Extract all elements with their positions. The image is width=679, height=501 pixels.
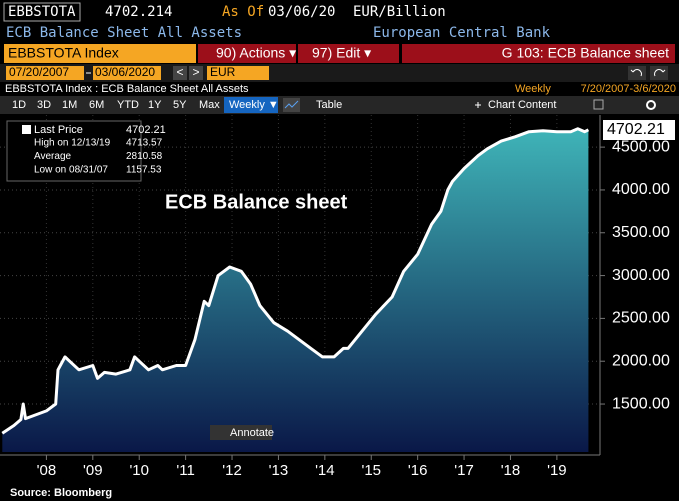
redo-button[interactable] xyxy=(650,66,668,80)
x-tick-label: '11 xyxy=(176,462,194,479)
x-tick-label: '17 xyxy=(454,462,474,479)
range-bar xyxy=(0,64,679,82)
period-buttons: 1D 3D 1M 6M YTD 1Y 5Y Max xyxy=(12,99,220,111)
stat-label: High on 12/13/19 xyxy=(34,138,111,149)
annotation: ECB Balance sheet xyxy=(165,191,348,213)
prev: < xyxy=(176,65,183,79)
x-tick-label: '18 xyxy=(501,462,521,479)
x-tick-label: '10 xyxy=(129,462,149,479)
x-tick-label: '12 xyxy=(222,462,242,479)
stat-label: Average xyxy=(34,151,72,162)
frequency-dropdown-label: Weekly ▼ xyxy=(229,99,279,111)
as-of-date: 03/06/20 xyxy=(268,4,335,20)
period-button[interactable]: Max xyxy=(199,99,220,111)
next-button[interactable] xyxy=(189,66,203,80)
frequency: Weekly xyxy=(515,83,551,95)
chart-icon xyxy=(284,100,299,109)
x-tick-label: '14 xyxy=(315,462,335,479)
legend-swatch xyxy=(22,125,31,134)
last-value-label: 4702.21 xyxy=(607,121,665,138)
redo-icon xyxy=(654,69,666,77)
x-tick-label: '13 xyxy=(269,462,289,479)
toolbar xyxy=(0,96,679,114)
y-tick-label: 1500.00 xyxy=(612,395,670,412)
stat-value: 1157.53 xyxy=(126,165,162,176)
y-tick-label: 2000.00 xyxy=(612,352,670,369)
description: ECB Balance Sheet All Assets xyxy=(6,25,242,41)
undo-icon xyxy=(630,69,642,77)
x-tick-label: '19 xyxy=(547,462,567,479)
security-title: EBBSTOTA Index : ECB Balance Sheet All A… xyxy=(5,83,249,95)
chart-icon-button[interactable] xyxy=(283,98,300,112)
price: 4702.214 xyxy=(105,4,172,20)
currency: EUR xyxy=(210,65,236,79)
x-tick-label: '15 xyxy=(361,462,381,479)
security: EBBSTOTA Index xyxy=(8,45,119,61)
prev-button[interactable] xyxy=(173,66,187,80)
start-date-field[interactable] xyxy=(6,66,84,80)
stat-value: 4713.57 xyxy=(126,138,163,149)
undo-button[interactable] xyxy=(628,66,646,80)
y-tick-label: 4500.00 xyxy=(612,138,670,155)
x-tick-label: '09 xyxy=(83,462,103,479)
start-date: 07/20/2007 xyxy=(9,65,69,79)
actions-button[interactable] xyxy=(198,44,296,63)
period-button[interactable]: 1Y xyxy=(148,99,162,111)
edit-icon[interactable] xyxy=(593,99,604,110)
edit: 97) Edit ▾ xyxy=(312,45,371,61)
actions: 90) Actions ▾ xyxy=(216,45,296,61)
units: EUR/Billion xyxy=(353,4,446,20)
stat-label: Low on 08/31/07 xyxy=(34,165,108,176)
edit-button[interactable] xyxy=(298,44,399,63)
security-field[interactable] xyxy=(4,44,196,63)
period-button[interactable]: 3D xyxy=(37,99,51,111)
source-name: European Central Bank xyxy=(373,25,551,41)
ticker: EBBSTOTA xyxy=(8,4,76,20)
period-button[interactable]: 6M xyxy=(89,99,104,111)
annotate-label: Annotate xyxy=(230,427,274,439)
chart-content-button[interactable]: Chart Content xyxy=(488,99,556,111)
frequency-dropdown[interactable] xyxy=(224,97,278,113)
chart: 1500.00 2000.00 2500.00 3000.00 3500.00 4000.… xyxy=(0,115,675,499)
last-value-box xyxy=(603,120,675,140)
date-range: 7/20/2007-3/6/2020 xyxy=(581,83,676,95)
x-tick-label: '08 xyxy=(37,462,57,479)
y-tick-label: 3000.00 xyxy=(612,267,670,284)
stat-value: 2810.58 xyxy=(126,151,163,162)
end-date: 03/06/2020 xyxy=(95,65,155,79)
settings-icon[interactable] xyxy=(646,100,656,110)
currency-field[interactable] xyxy=(207,66,269,80)
y-tick-label: 3500.00 xyxy=(612,224,670,241)
next: > xyxy=(192,65,199,79)
annotate-button[interactable] xyxy=(210,425,272,440)
end-date-field[interactable] xyxy=(93,66,161,80)
line xyxy=(1,127,590,435)
table-button[interactable]: Table xyxy=(316,99,342,111)
ticker-box xyxy=(3,2,81,22)
x-tick-label: '16 xyxy=(408,462,428,479)
period-button[interactable]: 1D xyxy=(12,99,26,111)
source: Source: Bloomberg xyxy=(10,487,112,499)
chart-content-icon xyxy=(475,102,481,108)
period-button[interactable]: 5Y xyxy=(173,99,187,111)
function: G 103: ECB Balance sheet xyxy=(502,45,669,61)
legend-value: 4702.21 xyxy=(126,124,166,136)
period-button[interactable]: YTD xyxy=(117,99,139,111)
function-bar xyxy=(402,44,675,63)
period-button[interactable]: 1M xyxy=(62,99,77,111)
legend-label: Last Price xyxy=(34,124,83,136)
as-of-label: As Of xyxy=(222,4,264,20)
y-tick-label: 4000.00 xyxy=(612,181,670,198)
y-tick-label: 2500.00 xyxy=(612,310,670,327)
